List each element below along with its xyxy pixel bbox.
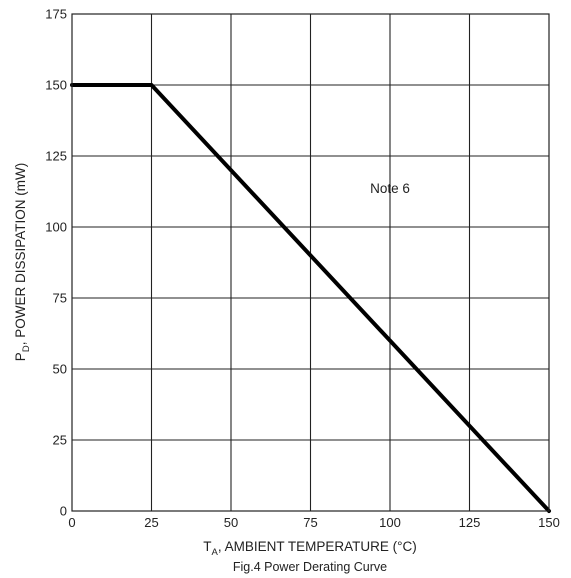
x-tick-label-0: 0 bbox=[68, 515, 75, 530]
annotation-0: Note 6 bbox=[370, 181, 410, 196]
y-tick-label-75: 75 bbox=[53, 291, 67, 306]
grid bbox=[72, 14, 549, 511]
series-line-0 bbox=[70, 83, 551, 513]
x-tick-label-100: 100 bbox=[379, 515, 401, 530]
series-layer bbox=[70, 83, 551, 513]
figure-caption: Fig.4 Power Derating Curve bbox=[233, 560, 387, 574]
x-tick-label-50: 50 bbox=[224, 515, 238, 530]
annotations: Note 6 bbox=[370, 181, 410, 196]
y-tick-labels: 0 25 50 75 100 125 150 175 bbox=[45, 7, 67, 519]
x-tick-label-150: 150 bbox=[538, 515, 560, 530]
y-tick-label-100: 100 bbox=[45, 220, 67, 235]
y-axis-title: PD, POWER DISSIPATION (mW) bbox=[13, 163, 32, 361]
x-tick-label-125: 125 bbox=[459, 515, 481, 530]
x-tick-label-75: 75 bbox=[303, 515, 317, 530]
x-tick-labels: 0 25 50 75 100 125 150 bbox=[68, 515, 559, 530]
x-axis-title: TA, AMBIENT TEMPERATURE (°C) bbox=[203, 539, 417, 558]
y-tick-label-25: 25 bbox=[53, 433, 67, 448]
plot-frame bbox=[71, 13, 550, 512]
y-tick-label-175: 175 bbox=[45, 7, 67, 22]
y-tick-label-0: 0 bbox=[60, 504, 67, 519]
y-tick-label-50: 50 bbox=[53, 362, 67, 377]
y-tick-label-150: 150 bbox=[45, 78, 67, 93]
y-tick-label-125: 125 bbox=[45, 149, 67, 164]
x-tick-label-25: 25 bbox=[144, 515, 158, 530]
